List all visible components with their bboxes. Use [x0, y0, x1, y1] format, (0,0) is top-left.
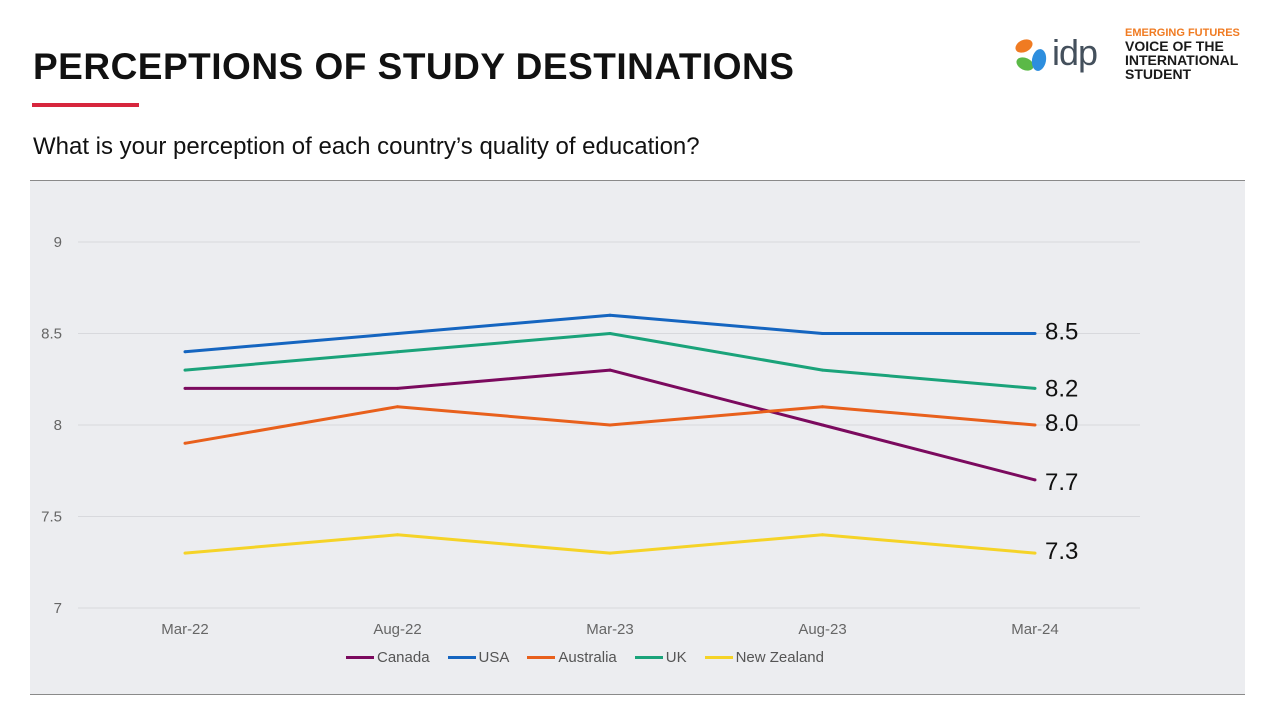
legend-label: Canada — [377, 649, 430, 666]
end-value-label: 7.7 — [1045, 469, 1078, 496]
x-tick-label: Mar-24 — [1011, 621, 1059, 638]
legend-label: UK — [665, 649, 687, 666]
legend-label: Australia — [558, 649, 617, 666]
y-tick-label: 7.5 — [41, 509, 62, 526]
chart-panel: 7 7.5 8 8.5 9 Mar-22 Aug-22 Mar-23 Aug-23 Mar-24 7… — [30, 180, 1245, 695]
data-point-uk — [821, 368, 824, 372]
y-tick-label: 8 — [54, 417, 62, 434]
data-point-new-zealand — [821, 533, 824, 537]
y-tick-label: 8.5 — [41, 326, 62, 343]
data-point-australia — [1033, 423, 1037, 427]
title-underline — [32, 103, 139, 107]
data-point-canada — [608, 368, 612, 372]
line-chart: 7 7.5 8 8.5 9 Mar-22 Aug-22 Mar-23 Aug-23 Mar-24 7… — [41, 234, 1140, 638]
tagline-main: VOICE OF THE INTERNATIONAL STUDENT — [1125, 38, 1239, 82]
data-point-usa — [183, 350, 187, 354]
x-tick-label: Aug-22 — [373, 621, 421, 638]
tagline-top: EMERGING FUTURES — [1125, 27, 1240, 39]
brand-tagline: EMERGING FUTURES VOICE OF THE INTERNATIO… — [1125, 27, 1265, 82]
data-point-usa — [1033, 332, 1037, 335]
legend-swatch — [634, 656, 663, 659]
series-line-new-zealand — [184, 533, 1036, 555]
legend-item: Canada — [346, 649, 430, 666]
legend-item: USA — [447, 649, 510, 666]
page-title: PERCEPTIONS OF STUDY DESTINATIONS — [33, 46, 795, 87]
legend-label: USA — [478, 649, 510, 666]
x-tick-label: Mar-22 — [161, 621, 209, 638]
data-point-canada — [821, 423, 824, 427]
legend-item: UK — [634, 649, 687, 666]
data-point-uk — [183, 368, 187, 372]
legend-label: New Zealand — [735, 649, 824, 666]
legend-swatch — [447, 656, 476, 659]
end-value-label: 8.0 — [1045, 410, 1078, 437]
x-tick-label: Aug-23 — [798, 621, 846, 638]
end-value-label: 8.2 — [1045, 375, 1078, 402]
legend-item: Australia — [527, 649, 617, 666]
y-tick-label: 7 — [54, 600, 62, 617]
end-value-label: 7.3 — [1045, 538, 1078, 565]
data-point-canada — [396, 386, 399, 390]
idp-logo: idp — [1012, 32, 1112, 80]
data-point-new-zealand — [183, 551, 187, 555]
data-point-usa — [396, 332, 399, 335]
data-point-new-zealand — [1033, 551, 1037, 555]
data-point-usa — [821, 332, 824, 335]
chart-legend: Canada USA Australia UK New Zealand — [30, 649, 1140, 666]
data-point-uk — [396, 350, 399, 354]
y-tick-label: 9 — [54, 234, 62, 251]
chart-question: What is your perception of each country’… — [33, 133, 700, 160]
data-point-canada — [183, 386, 187, 390]
data-point-uk — [608, 332, 612, 335]
data-point-canada — [1033, 478, 1037, 482]
end-value-label: 8.5 — [1045, 319, 1078, 346]
x-tick-label: Mar-23 — [586, 621, 634, 638]
data-point-australia — [608, 423, 612, 427]
data-point-australia — [821, 405, 824, 409]
data-point-australia — [396, 405, 399, 409]
legend-swatch — [527, 656, 556, 659]
data-point-new-zealand — [396, 533, 399, 537]
idp-leaf-icon — [1015, 39, 1047, 71]
idp-wordmark: idp — [1052, 32, 1098, 73]
data-point-usa — [608, 313, 612, 317]
legend-item: New Zealand — [704, 649, 824, 666]
data-point-uk — [1033, 386, 1037, 390]
legend-swatch — [704, 656, 733, 659]
data-point-new-zealand — [608, 551, 612, 555]
data-point-australia — [183, 441, 187, 445]
legend-swatch — [346, 656, 374, 659]
